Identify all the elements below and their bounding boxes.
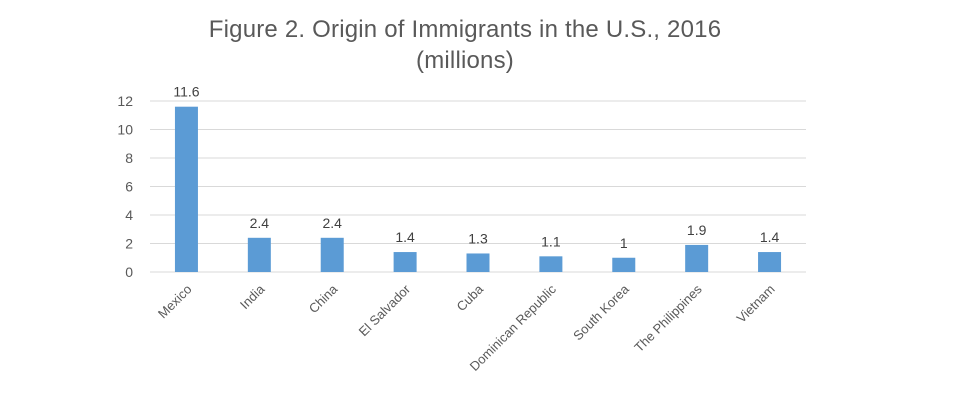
- y-tick-label: 10: [117, 122, 133, 138]
- data-label: 2.4: [322, 215, 342, 231]
- y-tick-label: 2: [125, 236, 133, 252]
- y-tick-label: 0: [125, 264, 133, 280]
- x-tick-label: The Philippines: [631, 281, 705, 355]
- y-tick-label: 4: [125, 207, 133, 223]
- bar: [685, 244, 709, 272]
- data-label: 2.4: [250, 215, 270, 231]
- bar: [247, 237, 271, 272]
- bar: [320, 237, 344, 272]
- data-label: 1.3: [468, 230, 488, 246]
- data-label: 11.6: [173, 84, 199, 100]
- x-tick-label: China: [306, 281, 341, 316]
- bar: [612, 257, 636, 272]
- x-tick-label: India: [237, 281, 268, 312]
- x-tick-label: Mexico: [155, 282, 195, 322]
- data-label: 1.9: [687, 222, 707, 238]
- x-tick-label: South Korea: [570, 281, 632, 343]
- y-tick-label: 12: [117, 93, 133, 109]
- x-tick-label: Cuba: [454, 281, 487, 314]
- bar: [174, 106, 198, 272]
- y-tick-label: 8: [125, 150, 133, 166]
- data-label: 1.4: [760, 229, 780, 245]
- chart-title-line1: Figure 2. Origin of Immigrants in the U.…: [208, 16, 722, 43]
- x-tick-label: Vietnam: [734, 282, 778, 326]
- bar: [539, 256, 563, 272]
- data-label: 1: [620, 235, 628, 251]
- chart-title: Figure 2. Origin of Immigrants in the U.…: [0, 14, 930, 76]
- y-tick-label: 6: [125, 179, 133, 195]
- bar: [758, 252, 782, 272]
- chart-title-line2: (millions): [416, 47, 514, 74]
- data-label: 1.1: [541, 233, 561, 249]
- bar: [466, 253, 490, 272]
- x-tick-label: El Salvador: [356, 281, 414, 339]
- bar: [393, 252, 417, 272]
- data-label: 1.4: [395, 229, 415, 245]
